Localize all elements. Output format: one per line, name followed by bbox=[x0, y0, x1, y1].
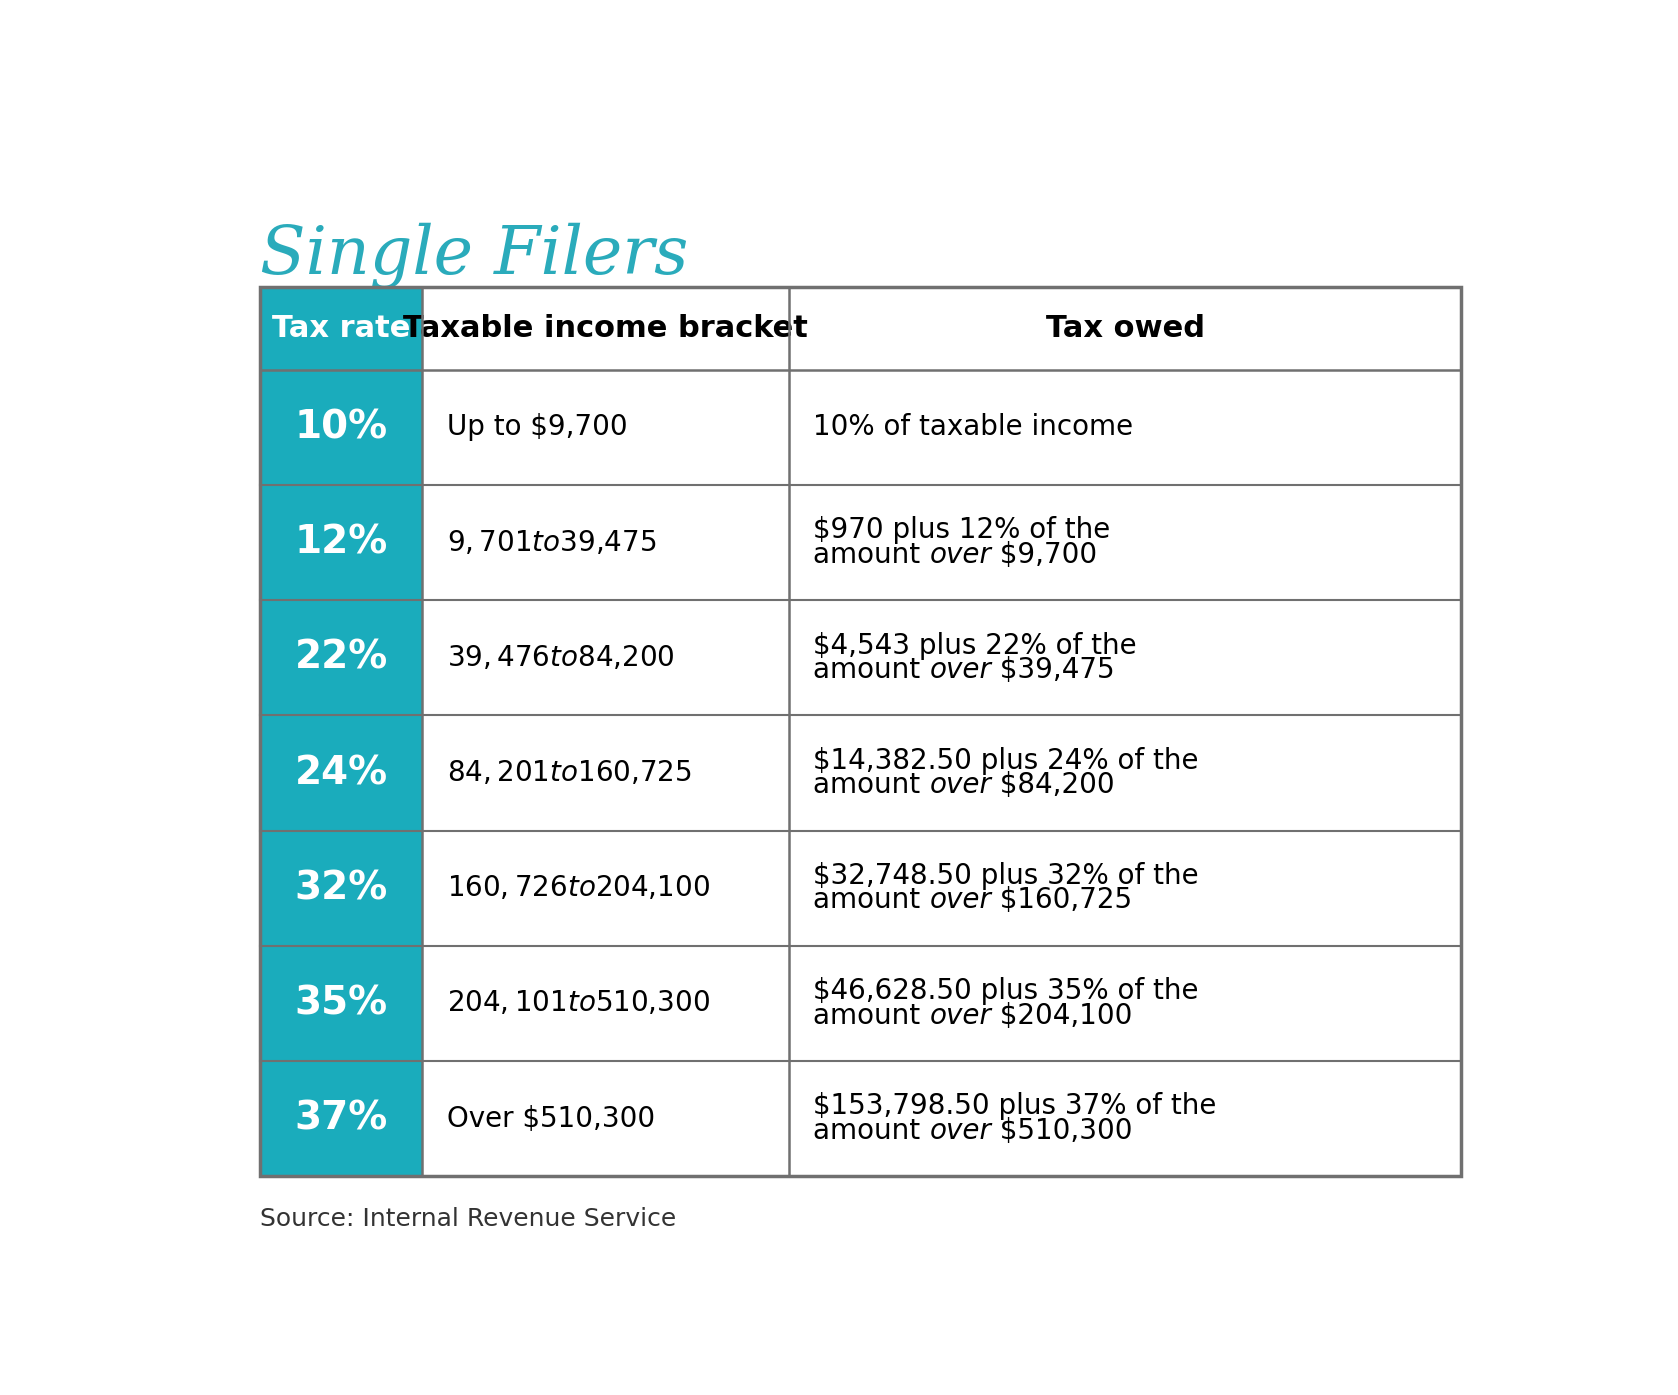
Text: over: over bbox=[930, 1117, 992, 1145]
Text: over: over bbox=[930, 1002, 992, 1030]
Bar bbox=[789, 946, 1462, 1062]
Text: amount: amount bbox=[814, 656, 930, 684]
Text: amount: amount bbox=[814, 1002, 930, 1030]
Bar bbox=[789, 370, 1462, 485]
Text: $204,101 to $510,300: $204,101 to $510,300 bbox=[446, 989, 710, 1017]
Bar bbox=[789, 600, 1462, 716]
Text: $39,475: $39,475 bbox=[992, 656, 1114, 684]
Bar bbox=[423, 946, 789, 1062]
Text: $153,798.50 plus 37% of the: $153,798.50 plus 37% of the bbox=[814, 1092, 1217, 1120]
Bar bbox=[423, 600, 789, 716]
Bar bbox=[789, 1062, 1462, 1176]
Text: amount: amount bbox=[814, 1117, 930, 1145]
Bar bbox=[260, 370, 423, 485]
Bar bbox=[260, 830, 423, 946]
Text: Single Filers: Single Filers bbox=[260, 223, 688, 289]
Text: amount: amount bbox=[814, 771, 930, 799]
Text: 32%: 32% bbox=[295, 869, 388, 907]
Text: 12%: 12% bbox=[295, 523, 388, 562]
Bar bbox=[260, 287, 423, 370]
Text: over: over bbox=[930, 541, 992, 569]
Bar bbox=[423, 370, 789, 485]
Bar bbox=[423, 287, 789, 370]
Text: 37%: 37% bbox=[295, 1099, 388, 1137]
Bar bbox=[423, 1062, 789, 1176]
Text: $46,628.50 plus 35% of the: $46,628.50 plus 35% of the bbox=[814, 976, 1200, 1004]
Text: Taxable income bracket: Taxable income bracket bbox=[403, 314, 807, 343]
Text: 22%: 22% bbox=[295, 639, 388, 677]
Text: $4,543 plus 22% of the: $4,543 plus 22% of the bbox=[814, 632, 1138, 660]
Text: $9,700: $9,700 bbox=[992, 541, 1097, 569]
Bar bbox=[423, 485, 789, 600]
Text: $84,200: $84,200 bbox=[992, 771, 1114, 799]
Bar bbox=[423, 830, 789, 946]
Text: $9,701 to $39,475: $9,701 to $39,475 bbox=[446, 529, 656, 557]
Bar bbox=[423, 716, 789, 830]
Bar bbox=[789, 485, 1462, 600]
Text: amount: amount bbox=[814, 886, 930, 915]
Text: 10%: 10% bbox=[295, 409, 388, 446]
Text: amount: amount bbox=[814, 541, 930, 569]
Text: Tax owed: Tax owed bbox=[1045, 314, 1205, 343]
Bar bbox=[260, 946, 423, 1062]
Text: $970 plus 12% of the: $970 plus 12% of the bbox=[814, 516, 1111, 544]
Bar bbox=[789, 716, 1462, 830]
Text: over: over bbox=[930, 771, 992, 799]
Text: $160,726 to $204,100: $160,726 to $204,100 bbox=[446, 875, 710, 903]
Text: Over $510,300: Over $510,300 bbox=[446, 1105, 654, 1133]
Text: 35%: 35% bbox=[295, 985, 388, 1023]
Bar bbox=[260, 287, 1462, 1176]
Text: $32,748.50 plus 32% of the: $32,748.50 plus 32% of the bbox=[814, 862, 1200, 890]
Text: 10% of taxable income: 10% of taxable income bbox=[814, 413, 1134, 441]
Bar bbox=[260, 1062, 423, 1176]
Bar bbox=[789, 287, 1462, 370]
Text: $39,476 to $84,200: $39,476 to $84,200 bbox=[446, 644, 675, 672]
Text: $204,100: $204,100 bbox=[992, 1002, 1133, 1030]
Text: $510,300: $510,300 bbox=[992, 1117, 1133, 1145]
Text: 24%: 24% bbox=[295, 755, 388, 792]
Bar bbox=[260, 485, 423, 600]
Text: over: over bbox=[930, 656, 992, 684]
Text: Source: Internal Revenue Service: Source: Internal Revenue Service bbox=[260, 1207, 676, 1230]
Text: Up to $9,700: Up to $9,700 bbox=[446, 413, 628, 441]
Text: $14,382.50 plus 24% of the: $14,382.50 plus 24% of the bbox=[814, 746, 1200, 774]
Bar bbox=[789, 830, 1462, 946]
Text: Tax rate: Tax rate bbox=[272, 314, 411, 343]
Bar bbox=[260, 600, 423, 716]
Text: over: over bbox=[930, 886, 992, 915]
Text: $84,201 to $160,725: $84,201 to $160,725 bbox=[446, 759, 691, 787]
Text: $160,725: $160,725 bbox=[992, 886, 1133, 915]
Bar bbox=[260, 716, 423, 830]
